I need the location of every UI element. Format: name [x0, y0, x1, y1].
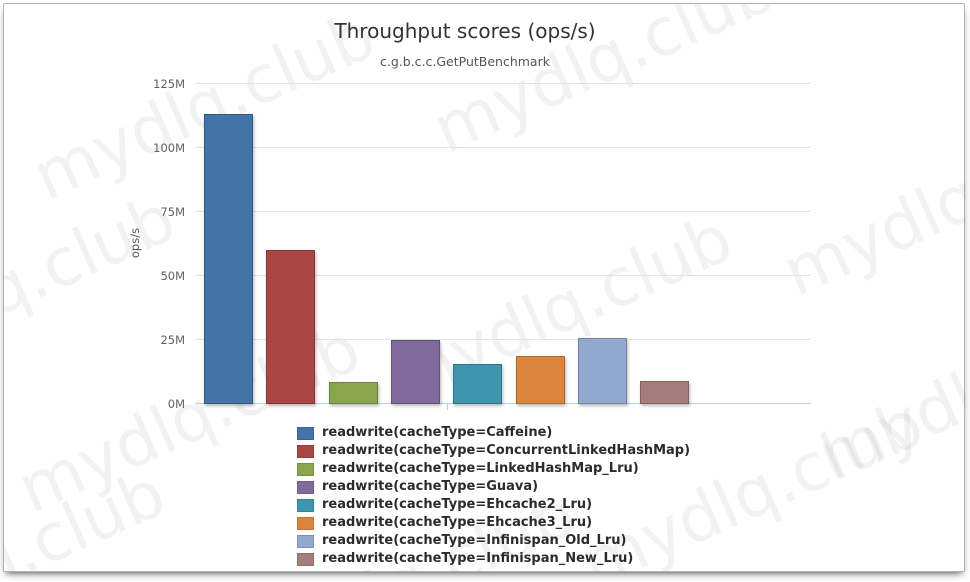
y-axis-tick-label: 100M	[153, 141, 185, 155]
bar-0[interactable]	[204, 114, 253, 404]
legend-swatch	[297, 426, 314, 440]
legend-swatch	[297, 498, 314, 512]
legend-swatch	[297, 552, 314, 566]
legend-item[interactable]: readwrite(cacheType=LinkedHashMap_Lru)	[297, 460, 690, 478]
chart-title: Throughput scores (ops/s)	[334, 19, 596, 43]
x-axis-line	[196, 403, 811, 404]
gridline	[196, 339, 811, 340]
chart-card	[3, 3, 965, 572]
legend-label: readwrite(cacheType=Ehcache3_Lru)	[322, 515, 593, 530]
legend: readwrite(cacheType=Caffeine) readwrite(c…	[297, 424, 690, 568]
x-axis-tick	[447, 404, 448, 410]
legend-item[interactable]: readwrite(cacheType=Ehcache2_Lru)	[297, 496, 690, 514]
bar-7[interactable]	[640, 381, 689, 404]
legend-swatch	[297, 480, 314, 494]
legend-item[interactable]: readwrite(cacheType=Guava)	[297, 478, 690, 496]
legend-item[interactable]: readwrite(cacheType=Caffeine)	[297, 424, 690, 442]
y-axis-tick-label: 75M	[160, 205, 185, 219]
bar-6[interactable]	[578, 338, 627, 404]
chart-subtitle: c.g.b.c.c.GetPutBenchmark	[380, 54, 550, 69]
bar-1[interactable]	[266, 250, 315, 404]
legend-label: readwrite(cacheType=Caffeine)	[322, 425, 553, 440]
legend-label: readwrite(cacheType=Infinispan_Old_Lru)	[322, 533, 627, 548]
bar-2[interactable]	[329, 382, 378, 404]
watermark-text: mydlq.club	[771, 92, 966, 312]
bar-3[interactable]	[391, 340, 440, 404]
gridline	[196, 275, 811, 276]
y-axis-tick-label: 50M	[160, 269, 185, 283]
legend-swatch	[297, 444, 314, 458]
y-axis-tick-label: 25M	[160, 333, 185, 347]
y-axis-tick-label: 125M	[153, 77, 185, 91]
gridline	[196, 147, 811, 148]
bar-5[interactable]	[516, 356, 565, 404]
legend-swatch	[297, 462, 314, 476]
legend-item[interactable]: readwrite(cacheType=ConcurrentLinkedHash…	[297, 442, 690, 460]
legend-item[interactable]: readwrite(cacheType=Ehcache3_Lru)	[297, 514, 690, 532]
legend-item[interactable]: readwrite(cacheType=Infinispan_New_Lru)	[297, 550, 690, 568]
gridline	[196, 211, 811, 212]
legend-item[interactable]: readwrite(cacheType=Infinispan_Old_Lru)	[297, 532, 690, 550]
y-axis-title: ops/s	[128, 227, 142, 259]
legend-label: readwrite(cacheType=Infinispan_New_Lru)	[322, 551, 634, 566]
y-axis-tick-label: 0M	[167, 397, 185, 411]
bar-4[interactable]	[453, 364, 502, 404]
legend-label: readwrite(cacheType=Guava)	[322, 479, 539, 494]
legend-label: readwrite(cacheType=LinkedHashMap_Lru)	[322, 461, 639, 476]
legend-label: readwrite(cacheType=Ehcache2_Lru)	[322, 497, 593, 512]
gridline	[196, 83, 811, 84]
legend-swatch	[297, 516, 314, 530]
legend-label: readwrite(cacheType=ConcurrentLinkedHash…	[322, 443, 691, 458]
legend-swatch	[297, 534, 314, 548]
